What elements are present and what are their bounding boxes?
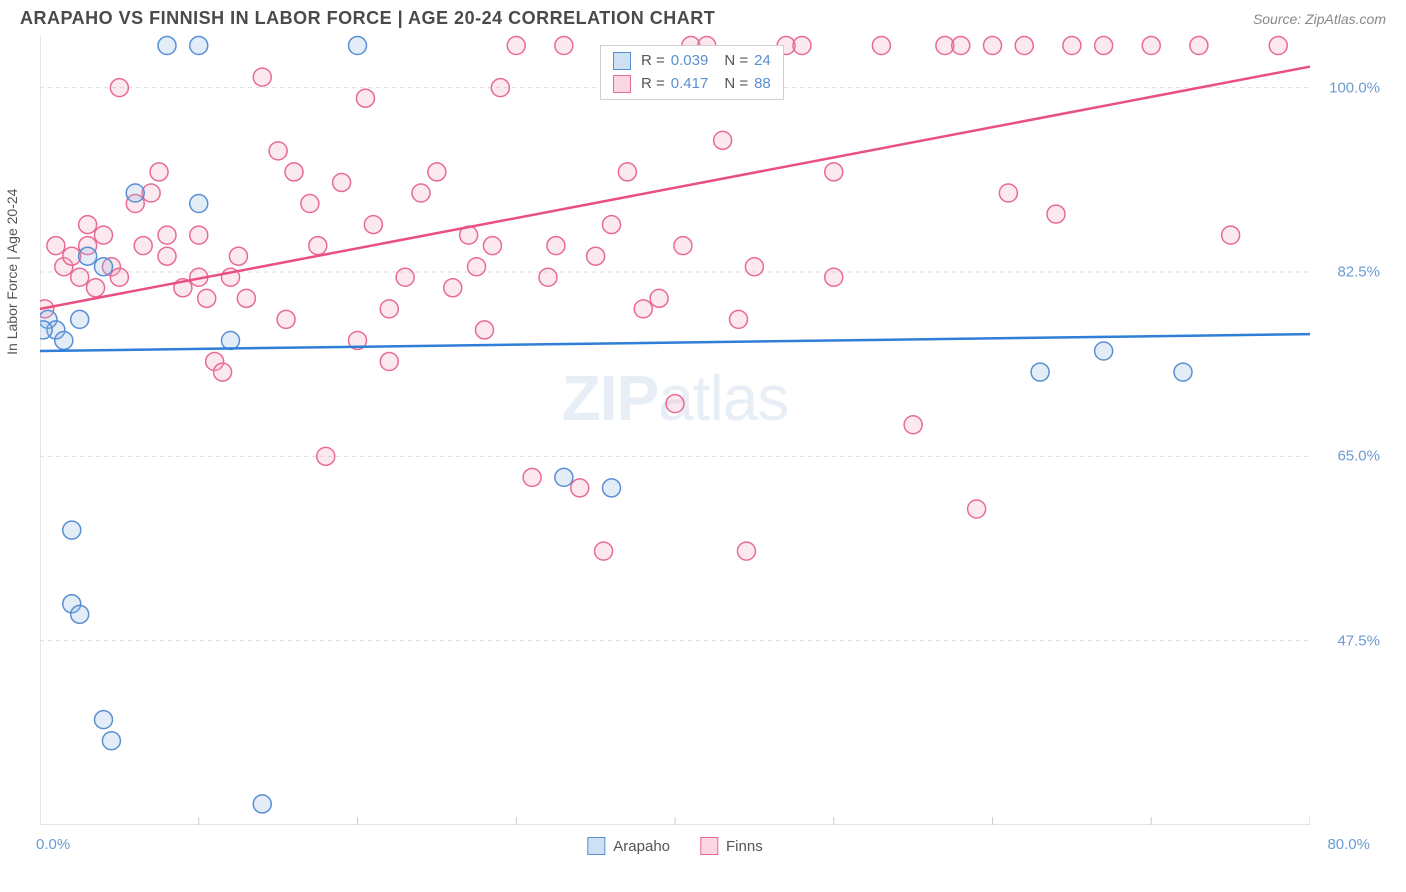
legend-row: R = 0.417 N = 88 (613, 73, 771, 96)
y-tick-label: 47.5% (1337, 632, 1380, 649)
legend-row: R = 0.039 N = 24 (613, 50, 771, 73)
legend-item-finns: Finns (700, 837, 763, 855)
legend-label-arapaho: Arapaho (613, 838, 670, 855)
legend-n-value: 24 (754, 50, 771, 73)
x-tick-label: 0.0% (36, 836, 70, 853)
chart-container: In Labor Force | Age 20-24 ZIPatlas R =0… (40, 35, 1310, 825)
y-tick-label: 100.0% (1329, 79, 1380, 96)
y-tick-label: 82.5% (1337, 264, 1380, 281)
legend-n-value: 88 (754, 73, 771, 96)
legend-r-value: 0.039 (671, 50, 709, 73)
chart-title: ARAPAHO VS FINNISH IN LABOR FORCE | AGE … (20, 8, 715, 29)
scatter-chart (40, 35, 1310, 825)
x-tick-label: 80.0% (1327, 836, 1370, 853)
legend-r-label: R = (641, 73, 665, 96)
legend-n-label: N = (724, 73, 748, 96)
legend-item-arapaho: Arapaho (587, 837, 670, 855)
chart-header: ARAPAHO VS FINNISH IN LABOR FORCE | AGE … (0, 0, 1406, 35)
series-legend: Arapaho Finns (587, 837, 762, 855)
legend-r-value: 0.417 (671, 73, 709, 96)
legend-swatch (613, 52, 631, 70)
legend-n-label: N = (724, 50, 748, 73)
legend-swatch-arapaho (587, 837, 605, 855)
legend-swatch-finns (700, 837, 718, 855)
legend-swatch (613, 75, 631, 93)
y-axis-label: In Labor Force | Age 20-24 (4, 189, 20, 355)
correlation-legend: R = 0.039 N = 24 R = 0.417 N = 88 (600, 45, 784, 100)
legend-r-label: R = (641, 50, 665, 73)
y-tick-label: 65.0% (1337, 448, 1380, 465)
legend-label-finns: Finns (726, 838, 763, 855)
chart-source: Source: ZipAtlas.com (1253, 11, 1386, 27)
